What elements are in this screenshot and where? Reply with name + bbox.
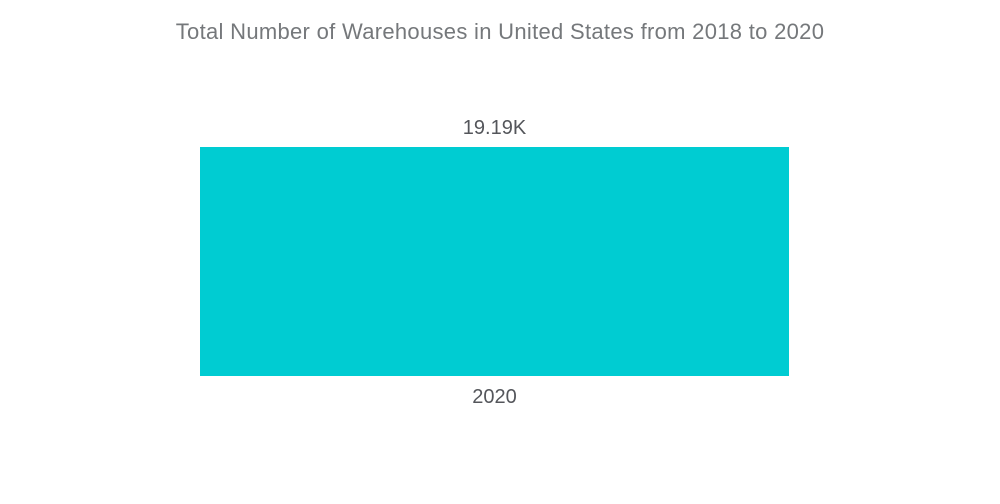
bar-2020 [200,147,789,376]
chart-title: Total Number of Warehouses in United Sta… [175,19,825,44]
x-axis-label-2020: 2020 [472,386,517,408]
bar-value-label: 19.19K [462,117,527,139]
